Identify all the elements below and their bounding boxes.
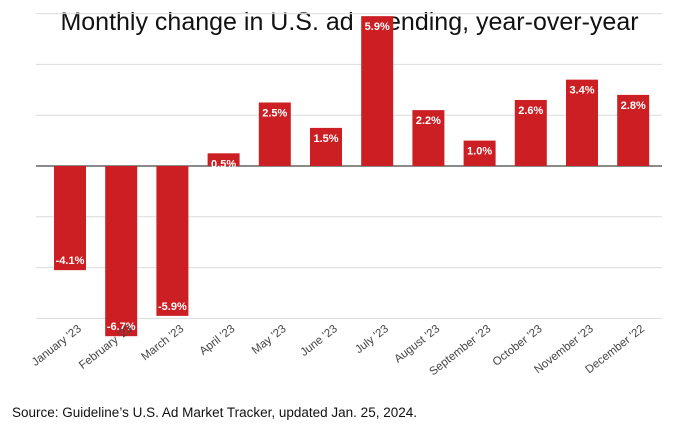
x-tick-label: May '23: [250, 323, 289, 357]
bars: [54, 16, 650, 337]
data-labels: -4.1% -6.7% -5.9% 0.5% 2.5% 1.5% 5.9% 2.2% 1.0% 2…: [56, 21, 646, 333]
data-label: 2.6%: [518, 105, 543, 117]
bar: [566, 79, 598, 166]
bar: [105, 166, 138, 337]
x-tick-label: June '23: [298, 323, 339, 359]
x-tick-label: August '23: [392, 323, 442, 366]
data-label: 3.4%: [569, 85, 594, 97]
bar: [617, 94, 650, 166]
gridlines: [36, 13, 662, 319]
data-label: 5.9%: [365, 21, 390, 33]
x-tick-label: January '23: [30, 323, 84, 369]
x-tick-label: March '23: [139, 323, 186, 363]
data-label: -4.1%: [56, 255, 85, 267]
bar: [514, 99, 547, 166]
x-tick-label: October '23: [491, 323, 545, 369]
data-label: 1.0%: [467, 146, 492, 158]
bar: [156, 166, 189, 316]
bar: [463, 140, 496, 166]
x-tick-label: April '23: [198, 323, 238, 358]
data-label: -6.7%: [107, 321, 136, 333]
chart-title: Monthly change in U.S. ad spending, year…: [60, 8, 639, 36]
bar: [54, 166, 86, 271]
data-label: 2.5%: [262, 108, 287, 120]
bar: [310, 127, 342, 166]
x-tick-label: July '23: [353, 323, 391, 356]
bar: [207, 153, 240, 166]
bar: [361, 16, 394, 166]
data-label: 2.2%: [416, 115, 441, 127]
bar: [412, 110, 445, 166]
data-label: -5.9%: [158, 301, 187, 313]
data-label: 0.5%: [211, 158, 236, 170]
bar: [258, 102, 291, 166]
source-note: Source: Guideline’s U.S. Ad Market Track…: [12, 405, 417, 420]
data-label: 1.5%: [313, 133, 338, 145]
data-label: 2.8%: [621, 100, 646, 112]
